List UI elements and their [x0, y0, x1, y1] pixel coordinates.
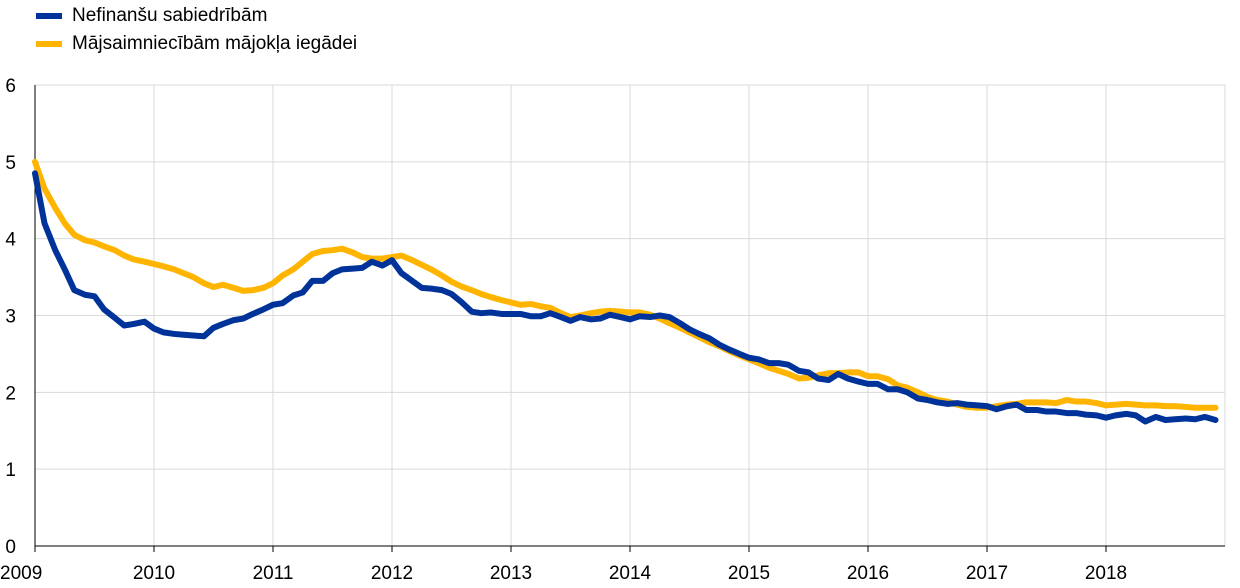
legend-item-nonfinancial: Nefinanšu sabiedrībām	[36, 2, 357, 30]
x-tick-label-7: 2016	[847, 563, 889, 584]
y-tick-label-5: 5	[5, 153, 16, 174]
legend-item-households: Mājsaimniecībām mājokļa iegādei	[36, 30, 357, 58]
y-tick-label-0: 0	[5, 537, 16, 558]
x-tick-label-6: 2015	[728, 563, 770, 584]
x-tick-label-4: 2013	[490, 563, 532, 584]
series-line-0	[32, 170, 1219, 425]
x-tick-label-9: 2018	[1085, 563, 1127, 584]
x-tick-label-8: 2017	[966, 563, 1008, 584]
tick-labels: 0 1 2 3 4 5 6 2009 2010 2011 2012 2013 2014 2015 2016 2…	[0, 76, 1127, 584]
y-tick-label-2: 2	[5, 383, 16, 404]
x-tick-label-0: 2009	[0, 563, 42, 584]
legend-label-nonfinancial: Nefinanšu sabiedrībām	[72, 5, 268, 26]
x-tick-label-2: 2011	[253, 563, 294, 584]
y-tick-label-6: 6	[5, 76, 16, 97]
x-tick-label-5: 2014	[609, 563, 652, 584]
legend: Nefinanšu sabiedrībām Mājsaimniecībām mā…	[36, 2, 357, 58]
series-lines	[32, 158, 1219, 425]
y-tick-label-3: 3	[5, 307, 16, 328]
legend-label-households: Mājsaimniecībām mājokļa iegādei	[72, 33, 358, 54]
legend-swatch-nonfinancial	[36, 13, 62, 19]
y-tick-label-1: 1	[5, 460, 16, 481]
x-tick-label-1: 2010	[133, 563, 175, 584]
grid	[35, 84, 1226, 546]
x-tick-label-3: 2012	[371, 563, 413, 584]
y-tick-label-4: 4	[5, 230, 16, 251]
legend-swatch-households	[36, 41, 62, 47]
series-line-1	[32, 158, 1219, 411]
